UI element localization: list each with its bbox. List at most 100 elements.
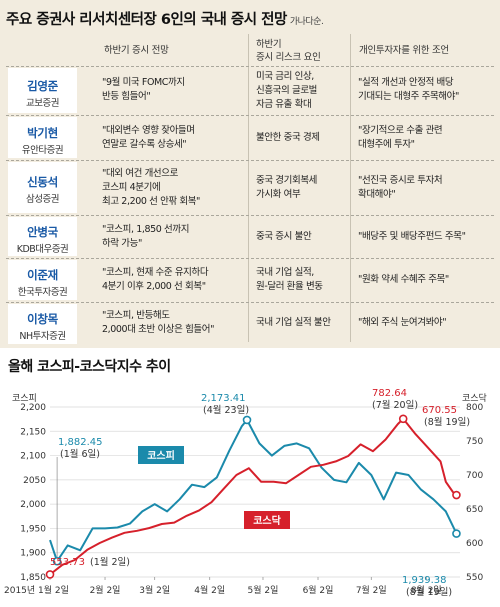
- risk-cell: 중국 경기회복세 가시화 여부: [256, 174, 317, 202]
- advice-line: "원화 약세 수혜주 주목": [358, 274, 449, 285]
- advice-line: "해외 주식 눈여겨봐야": [358, 317, 447, 328]
- table-title-suffix: 가나다순.: [289, 17, 324, 27]
- outlook-line: 반등 힘들어": [102, 91, 151, 102]
- chart-title: 올해 코스피-코스닥지수 추이: [8, 359, 171, 375]
- risk-cell: 중국 증시 불안: [256, 230, 312, 244]
- annotation-date: (7월 20일): [372, 399, 418, 411]
- y-right-tick-label: 800: [466, 403, 483, 413]
- x-tick-label: 2월 2일: [90, 584, 121, 596]
- y-right-tick-label: 650: [466, 505, 483, 515]
- outlook-line: 연말로 갈수록 상승세": [102, 139, 187, 150]
- advice-line: 기대되는 대형주 주목해야": [358, 91, 459, 102]
- series-label-box-kospi: [138, 446, 184, 464]
- outlook-line: 최고 2,200 선 안팎 회복": [102, 196, 201, 207]
- header-outlook: 하반기 증시 전망: [104, 45, 169, 56]
- analyst-name: 신동석: [27, 175, 58, 189]
- annotation-date: (8월 19일): [424, 416, 470, 428]
- annotation-value: 670.55: [422, 405, 457, 416]
- annotation-date: (1월 6일): [60, 448, 100, 460]
- row-separator: [6, 258, 494, 259]
- outlook-line: 4분기 이후 2,000 선 회복": [102, 281, 206, 292]
- advice-line: 확대해야": [358, 189, 396, 200]
- x-tick-label: 2015년 1월 2일: [4, 584, 69, 596]
- advice-line: "배당주 및 배당주펀드 주목": [358, 231, 466, 242]
- risk-line: 불안한 중국 경제: [256, 132, 320, 143]
- outlook-cell: "9월 미국 FOMC까지 반등 힘들어": [102, 76, 185, 104]
- outlook-cell: "대외 여건 개선으로 코스피 4분기에 최고 2,200 선 안팎 회복": [102, 167, 200, 209]
- outlook-cell: "코스피, 반등해도 2,000대 초반 이상은 힘들어": [102, 309, 214, 337]
- series-line-kosdaq: [49, 417, 458, 576]
- advice-cell: "장기적으로 수출 관련 대형주에 투자": [358, 124, 443, 152]
- advice-cell: "배당주 및 배당주펀드 주목": [358, 230, 466, 244]
- x-tick-label: 8월 2일: [411, 584, 442, 596]
- y-left-tick-label: 1,900: [20, 549, 46, 559]
- data-point-marker: [242, 415, 252, 425]
- advice-cell: "선진국 증시로 투자처 확대해야": [358, 174, 443, 202]
- risk-line: 가시화 여부: [256, 189, 301, 200]
- outlook-line: "코스피, 반등해도: [102, 310, 170, 321]
- risk-cell: 국내 기업 실적 불안: [256, 316, 331, 330]
- y-left-tick-label: 2,000: [20, 500, 46, 510]
- outlook-line: "코스피, 1,850 선까지: [102, 224, 190, 235]
- risk-line: 원-달러 환율 변동: [256, 281, 323, 292]
- y-right-axis-label: 코스닥: [462, 393, 487, 404]
- advice-line: "선진국 증시로 투자처: [358, 175, 443, 186]
- advice-line: "장기적으로 수출 관련: [358, 125, 443, 136]
- analyst-firm: KDB대우증권: [16, 244, 69, 255]
- outlook-line: 코스피 4분기에: [102, 182, 161, 193]
- outlook-cell: "코스피, 1,850 선까지 하락 가능": [102, 223, 189, 251]
- x-tick-label: 3월 2일: [139, 584, 170, 596]
- outlook-line: "대외 여건 개선으로: [102, 168, 178, 179]
- analyst-name: 이창목: [27, 312, 58, 326]
- y-right-tick-label: 700: [466, 471, 483, 481]
- annotation-value: 553.73: [50, 557, 85, 568]
- risk-line: 자금 유출 확대: [256, 99, 312, 110]
- index-line-chart: 1,850 1,900 1,950 2,000 2050 2,100 2,150 2,200 5…: [4, 388, 487, 598]
- y-left-tick-label: 2,200: [20, 403, 46, 413]
- header-advice: 개인투자자를 위한 조언: [359, 45, 449, 56]
- annotation-date: (1월 2일): [90, 556, 130, 568]
- x-tick-label: 6월 2일: [303, 584, 334, 596]
- analyst-firm: 교보증권: [26, 98, 59, 109]
- analyst-name: 박기현: [27, 126, 58, 140]
- risk-cell: 불안한 중국 경제: [256, 131, 320, 145]
- analyst-name: 안병국: [27, 225, 58, 239]
- annotation-value: 2,173.41: [201, 393, 246, 404]
- outlook-line: 2,000대 초반 이상은 힘들어": [102, 324, 215, 335]
- outlook-line: "9월 미국 FOMC까지: [102, 77, 185, 88]
- annotation-value: 1,939.38: [402, 575, 447, 586]
- x-tick-label: 4월 2일: [194, 584, 225, 596]
- analyst-card: 김영준 교보증권: [8, 68, 77, 113]
- analyst-firm: 한국투자증권: [17, 287, 68, 298]
- y-left-tick-label: 2,150: [20, 427, 46, 437]
- advice-cell: "실적 개선과 안정적 배당 기대되는 대형주 주목해야": [358, 76, 459, 104]
- risk-line: 미국 금리 인상,: [256, 71, 314, 82]
- y-right-tick-label: 750: [466, 437, 483, 447]
- column-separator: [248, 34, 249, 342]
- advice-cell: "원화 약세 수혜주 주목": [358, 273, 449, 287]
- outlook-line: 하락 가능": [102, 238, 142, 249]
- outlook-line: "코스피, 현재 수준 유지하다: [102, 267, 209, 278]
- analyst-name: 이준재: [27, 268, 58, 282]
- row-separator: [6, 215, 494, 216]
- data-point-marker: [45, 570, 55, 579]
- data-point-marker: [452, 529, 461, 538]
- data-point-marker: [52, 556, 62, 566]
- annotation-value: 782.64: [372, 388, 407, 399]
- advice-line: 대형주에 투자": [358, 139, 415, 150]
- x-tick-label: 5월 2일: [248, 584, 279, 596]
- row-separator: [6, 302, 494, 303]
- y-left-tick-label: 1,950: [20, 524, 46, 534]
- series-label-box-kosdaq: [244, 511, 290, 529]
- header-risk-line2: 증시 리스크 요인: [256, 52, 321, 63]
- analyst-card: 이준재 한국투자증권: [8, 260, 77, 300]
- annotation-date: (4월 23일): [203, 404, 249, 416]
- analyst-card: 이창목 NH투자증권: [8, 304, 77, 344]
- y-left-tick-label: 1,850: [20, 573, 46, 583]
- series-line-kospi: [49, 418, 458, 563]
- series-label-kosdaq: 코스닥: [253, 514, 281, 527]
- risk-line: 국내 기업 실적,: [256, 267, 314, 278]
- analyst-card: 신동석 삼성증권: [8, 162, 77, 213]
- risk-line: 국내 기업 실적 불안: [256, 317, 331, 328]
